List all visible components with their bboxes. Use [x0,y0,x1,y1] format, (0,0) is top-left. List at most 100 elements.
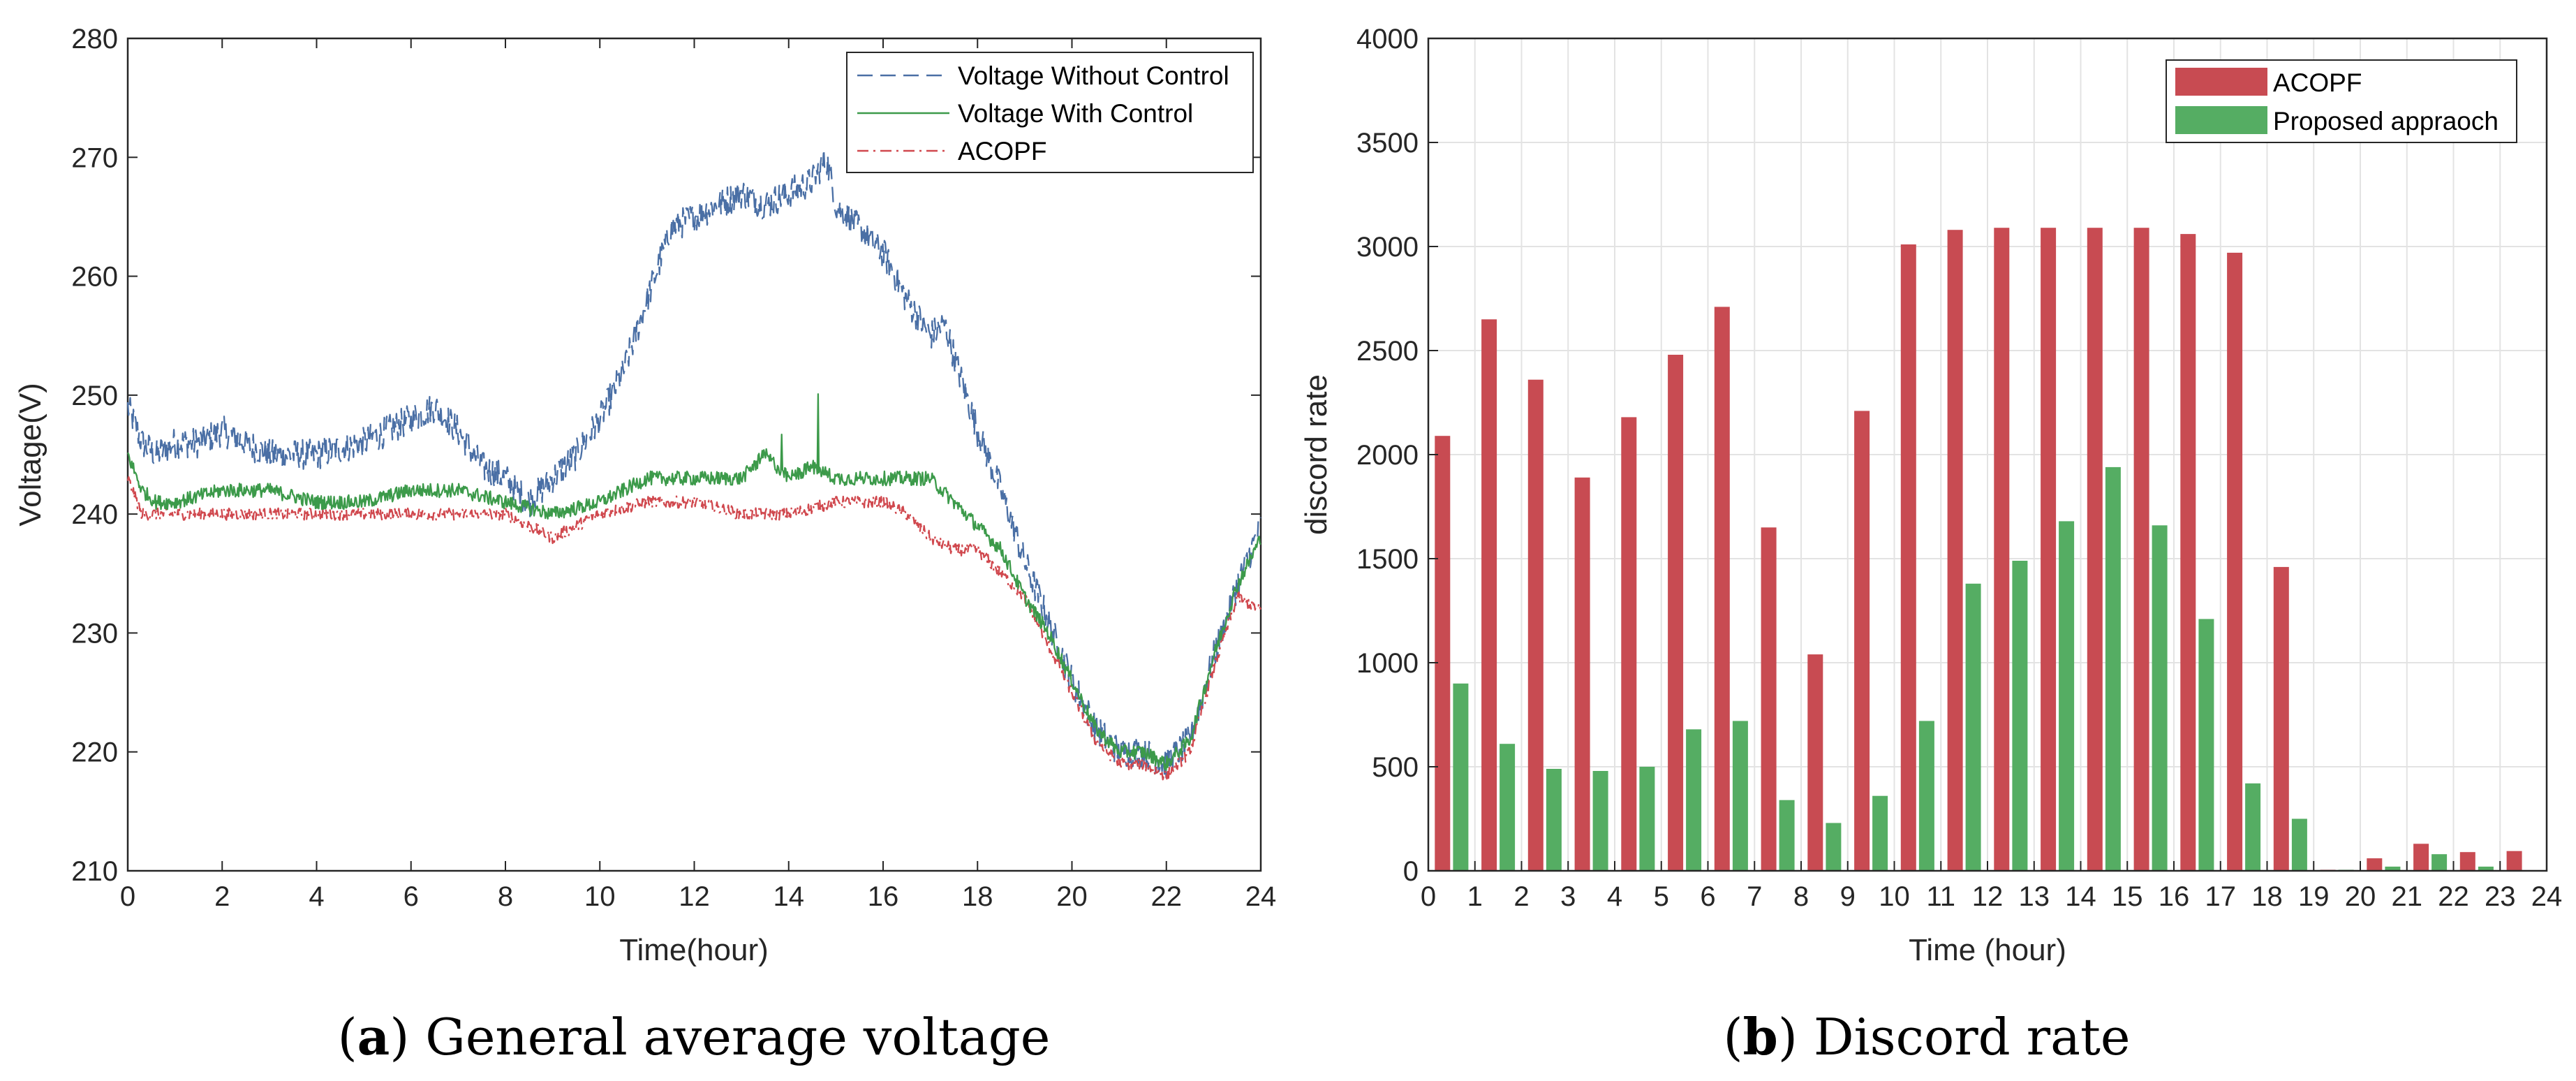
discord-rate-chart: 0 1 2 3 4 5 6 7 8 9 10 11 12 13 14 15 16 17 18 19 20 21 22 23 24… [1299,24,2562,1066]
y-tick-label-240: 240 [71,499,118,530]
bar-x-tick-label-12: 12 [1972,881,2004,912]
bar-acopf-2 [1527,379,1544,871]
bar-proposed-appraoch-4 [1639,767,1655,871]
bar-x-tick-label-9: 9 [1840,881,1856,912]
y-tick-label-270: 270 [71,142,118,173]
bar-acopf-20 [2367,858,2383,871]
bar-proposed-appraoch-8 [1826,823,1842,871]
bar-x-tick-label-23: 23 [2485,881,2516,912]
x-tick-label-4: 4 [309,881,324,912]
legend-label-acopf: ACOPF [958,137,1046,166]
y-tick-label-280: 280 [71,24,118,54]
discord-y-axis-label: discord rate [1299,374,1333,535]
y-tick-label-230: 230 [71,618,118,649]
bar-x-tick-label-10: 10 [1879,881,1910,912]
x-tick-label-8: 8 [498,881,513,912]
bar-x-tick-label-24: 24 [2531,881,2563,912]
bar-y-tick-label-500: 500 [1372,752,1419,783]
bar-acopf-3 [1574,477,1590,871]
y-tick-label-250: 250 [71,381,118,411]
bar-acopf-18 [2273,566,2289,871]
legend-swatch-proposed-approach [2175,106,2267,134]
bar-proposed-appraoch-11 [1965,583,1981,871]
bar-acopf-16 [2180,234,2196,872]
bar-acopf-15 [2133,228,2149,871]
bar-x-tick-label-2: 2 [1513,881,1529,912]
bar-acopf-13 [2041,228,2057,871]
x-tick-label-12: 12 [679,881,710,912]
voltage-x-axis-label: Time(hour) [619,933,769,967]
x-tick-label-10: 10 [584,881,616,912]
bar-x-tick-label-14: 14 [2065,881,2096,912]
bar-proposed-appraoch-14 [2105,466,2121,871]
legend-label-voltage-with-control: Voltage With Control [958,99,1193,128]
bar-proposed-appraoch-1 [1500,744,1516,871]
bar-x-tick-label-1: 1 [1467,881,1483,912]
bar-y-tick-label-2000: 2000 [1356,440,1419,471]
bar-proposed-appraoch-21 [2431,854,2448,871]
bar-acopf-1 [1481,319,1497,871]
bar-x-tick-label-11: 11 [1926,881,1955,912]
voltage-chart: 0 2 4 6 8 10 12 14 16 18 20 22 242102202302402502602… [13,24,1276,1066]
series-line-voltage-without-control [126,147,1262,779]
bar-y-tick-label-4000: 4000 [1356,24,1419,54]
bar-x-tick-label-16: 16 [2159,881,2190,912]
bar-proposed-appraoch-20 [2385,867,2401,871]
bar-x-tick-label-20: 20 [2345,881,2376,912]
bar-y-tick-label-1500: 1500 [1356,544,1419,575]
caption-b: (b) Discord rate [1723,1007,2130,1066]
caption-a: (a) General average voltage [338,1007,1051,1066]
bar-proposed-appraoch-3 [1592,771,1608,871]
bar-proposed-appraoch-16 [2198,619,2214,871]
bar-acopf-6 [1714,307,1730,871]
bar-acopf-21 [2413,844,2429,871]
bar-acopf-22 [2459,852,2475,871]
voltage-y-axis-label: Voltage(V) [13,383,47,526]
x-tick-label-20: 20 [1056,881,1088,912]
x-tick-label-0: 0 [120,881,135,912]
y-tick-label-220: 220 [71,737,118,768]
discord-legend: ACOPF Proposed appraoch [2166,59,2517,143]
bar-proposed-appraoch-2 [1546,769,1562,871]
bar-acopf-23 [2506,851,2522,871]
x-tick-label-16: 16 [868,881,899,912]
bar-x-tick-label-21: 21 [2392,881,2423,912]
bar-proposed-appraoch-7 [1779,800,1795,871]
voltage-legend: Voltage Without Control Voltage With Con… [846,52,1254,173]
bar-proposed-appraoch-9 [1872,795,1888,871]
bar-proposed-appraoch-22 [2478,867,2494,871]
legend-swatch-acopf-bar [2175,68,2267,96]
bar-acopf-4 [1621,417,1637,871]
bar-x-tick-label-6: 6 [1700,881,1715,912]
bar-proposed-appraoch-13 [2059,521,2075,871]
series-line-acopf [126,476,1262,781]
bar-acopf-7 [1761,527,1777,871]
bar-acopf-12 [1994,228,2010,871]
discord-x-axis-label: Time (hour) [1909,933,2066,967]
bar-x-tick-label-7: 7 [1747,881,1762,912]
bar-y-tick-label-2500: 2500 [1356,336,1419,367]
bar-x-tick-label-4: 4 [1607,881,1622,912]
bar-x-tick-label-19: 19 [2298,881,2330,912]
bar-y-tick-label-0: 0 [1403,856,1419,887]
bar-proposed-appraoch-17 [2245,783,2261,871]
bar-proposed-appraoch-5 [1686,729,1702,871]
voltage-plot-area [126,37,1262,872]
x-tick-label-14: 14 [773,881,805,912]
bar-x-tick-label-13: 13 [2019,881,2050,912]
bar-y-tick-label-3000: 3000 [1356,232,1419,263]
y-tick-label-210: 210 [71,856,118,887]
legend-label-voltage-without-control: Voltage Without Control [958,61,1229,90]
legend-label-acopf-bar: ACOPF [2273,68,2362,97]
bar-x-tick-label-0: 0 [1421,881,1436,912]
bar-proposed-appraoch-18 [2291,818,2307,871]
bar-proposed-appraoch-0 [1453,683,1469,871]
x-tick-label-2: 2 [214,881,230,912]
bar-acopf-14 [2087,228,2103,871]
series-line-voltage-with-control [127,393,1261,772]
bar-acopf-10 [1900,244,1916,871]
x-tick-label-6: 6 [404,881,419,912]
bar-acopf-8 [1807,654,1823,871]
bar-y-tick-label-1000: 1000 [1356,648,1419,679]
